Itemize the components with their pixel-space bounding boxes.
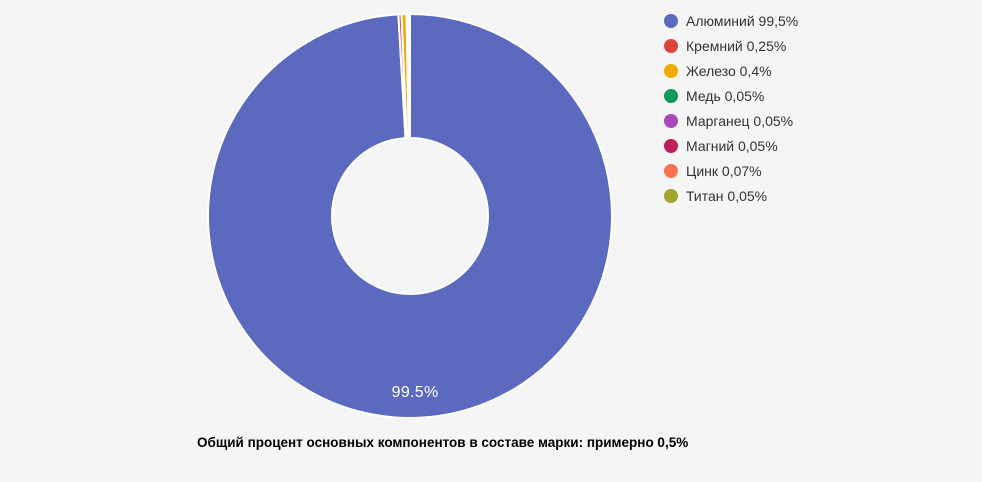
legend-swatch-icon <box>664 113 678 128</box>
legend-item-8[interactable]: Титан 0,05% <box>664 183 798 208</box>
legend-swatch-icon <box>664 138 678 153</box>
legend-swatch-icon <box>664 13 678 28</box>
legend-label: Марганец 0,05% <box>686 112 794 129</box>
legend-swatch-icon <box>664 163 678 178</box>
pie-slice-8[interactable] <box>408 13 411 139</box>
legend-label: Железо 0,4% <box>686 62 772 79</box>
legend: Алюминий 99,5% Кремний 0,25% Железо 0,4% Ме… <box>664 8 798 208</box>
legend-swatch-icon <box>664 63 678 78</box>
legend-item-2[interactable]: Кремний 0,25% <box>664 33 798 58</box>
legend-label: Кремний 0,25% <box>686 37 787 54</box>
legend-label: Алюминий 99,5% <box>686 12 799 29</box>
legend-label: Медь 0,05% <box>686 87 765 104</box>
legend-label: Магний 0,05% <box>686 137 778 154</box>
legend-swatch-icon <box>664 188 678 203</box>
legend-label: Титан 0,05% <box>686 187 768 204</box>
legend-label: Цинк 0,07% <box>686 162 762 179</box>
chart-caption: Общий процент основных компонентов в сос… <box>197 435 689 450</box>
pie-slice-1[interactable] <box>207 13 614 419</box>
legend-item-6[interactable]: Магний 0,05% <box>664 133 798 158</box>
legend-item-4[interactable]: Медь 0,05% <box>664 83 798 108</box>
legend-item-7[interactable]: Цинк 0,07% <box>664 158 798 183</box>
legend-item-5[interactable]: Марганец 0,05% <box>664 108 798 133</box>
legend-swatch-icon <box>664 38 678 53</box>
legend-swatch-icon <box>664 88 678 103</box>
legend-item-1[interactable]: Алюминий 99,5% <box>664 8 798 33</box>
legend-item-3[interactable]: Железо 0,4% <box>664 58 798 83</box>
